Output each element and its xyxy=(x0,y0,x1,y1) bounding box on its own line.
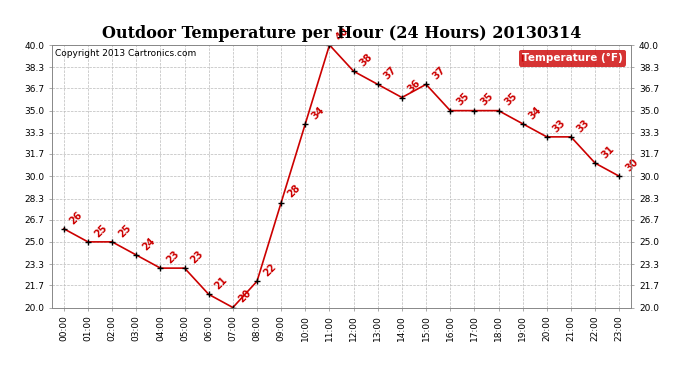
Text: 37: 37 xyxy=(382,65,399,82)
Text: 35: 35 xyxy=(503,91,520,108)
Text: 33: 33 xyxy=(575,117,592,134)
Text: 34: 34 xyxy=(527,104,544,121)
Text: 34: 34 xyxy=(310,104,326,121)
Text: 26: 26 xyxy=(68,209,85,226)
Text: 25: 25 xyxy=(117,222,133,239)
Title: Outdoor Temperature per Hour (24 Hours) 20130314: Outdoor Temperature per Hour (24 Hours) … xyxy=(102,25,581,42)
Text: 38: 38 xyxy=(358,52,375,69)
Text: 28: 28 xyxy=(286,183,302,200)
Text: 20: 20 xyxy=(237,288,254,305)
Text: 36: 36 xyxy=(406,78,423,95)
Text: 23: 23 xyxy=(165,249,181,266)
Text: 21: 21 xyxy=(213,275,230,292)
Text: 24: 24 xyxy=(141,236,157,252)
Text: 25: 25 xyxy=(92,222,109,239)
Legend: Temperature (°F): Temperature (°F) xyxy=(519,50,626,66)
Text: 37: 37 xyxy=(431,65,447,82)
Text: 40: 40 xyxy=(334,26,351,42)
Text: 31: 31 xyxy=(600,144,616,160)
Text: 35: 35 xyxy=(479,91,495,108)
Text: 35: 35 xyxy=(455,91,471,108)
Text: 22: 22 xyxy=(262,262,278,279)
Text: 23: 23 xyxy=(189,249,206,266)
Text: 33: 33 xyxy=(551,117,568,134)
Text: 30: 30 xyxy=(624,157,640,174)
Text: Copyright 2013 Cartronics.com: Copyright 2013 Cartronics.com xyxy=(55,49,197,58)
